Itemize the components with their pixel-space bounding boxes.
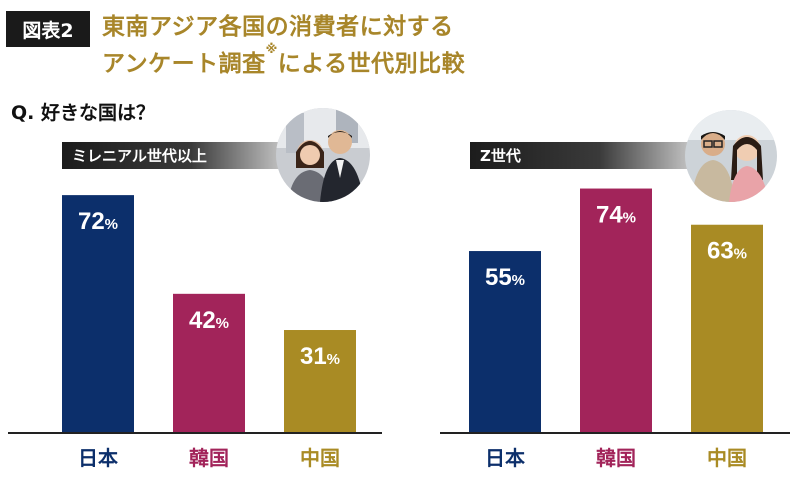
title-note-mark: ※	[265, 42, 278, 56]
bar-korea-millennial	[173, 293, 245, 432]
category-label-korea-genz: 韓国	[596, 446, 636, 470]
data-label-japan-genz: 55%	[485, 264, 525, 291]
category-label-japan-millennial: 日本	[78, 446, 118, 470]
category-label-korea-millennial: 韓国	[189, 446, 229, 470]
figure-badge: 図表2	[6, 11, 90, 47]
panel-banner-millennial: ミレニアル世代以上	[62, 142, 297, 169]
bar-china-millennial	[284, 330, 356, 432]
banner-label-genz: Z世代	[480, 147, 521, 165]
bar-japan-millennial	[62, 195, 134, 432]
data-label-japan-millennial: 72%	[78, 208, 118, 235]
bar-japan-genz	[469, 251, 541, 432]
category-label-china-millennial: 中国	[300, 446, 340, 470]
panel-banner-genz: Z世代	[470, 142, 705, 169]
data-label-china-genz: 63%	[707, 238, 747, 265]
bar-china-genz	[691, 224, 763, 432]
data-label-china-millennial: 31%	[300, 343, 340, 370]
category-label-china-genz: 中国	[707, 446, 747, 470]
chart-panel-millennial: 72% 日本 42% 韓国 31% 中国	[8, 195, 382, 470]
title-line2-text: アンケート調査	[102, 51, 266, 77]
chart-panel-genz: 55% 日本 74% 韓国 63% 中国	[440, 188, 790, 470]
title-line2-rest: による世代別比較	[277, 51, 466, 77]
chart-title-line1: 東南アジア各国の消費者に対する	[102, 14, 454, 40]
banner-label-millennial: ミレニアル世代以上	[72, 147, 207, 165]
bar-korea-genz	[580, 188, 652, 432]
photo-young-people	[685, 110, 777, 202]
chart-title-line2: アンケート調査※による世代別比較	[102, 42, 466, 78]
data-label-korea-genz: 74%	[596, 202, 636, 229]
question-text: Q. 好きな国は？	[11, 102, 155, 124]
category-label-japan-genz: 日本	[485, 446, 525, 470]
data-label-korea-millennial: 42%	[189, 307, 229, 334]
